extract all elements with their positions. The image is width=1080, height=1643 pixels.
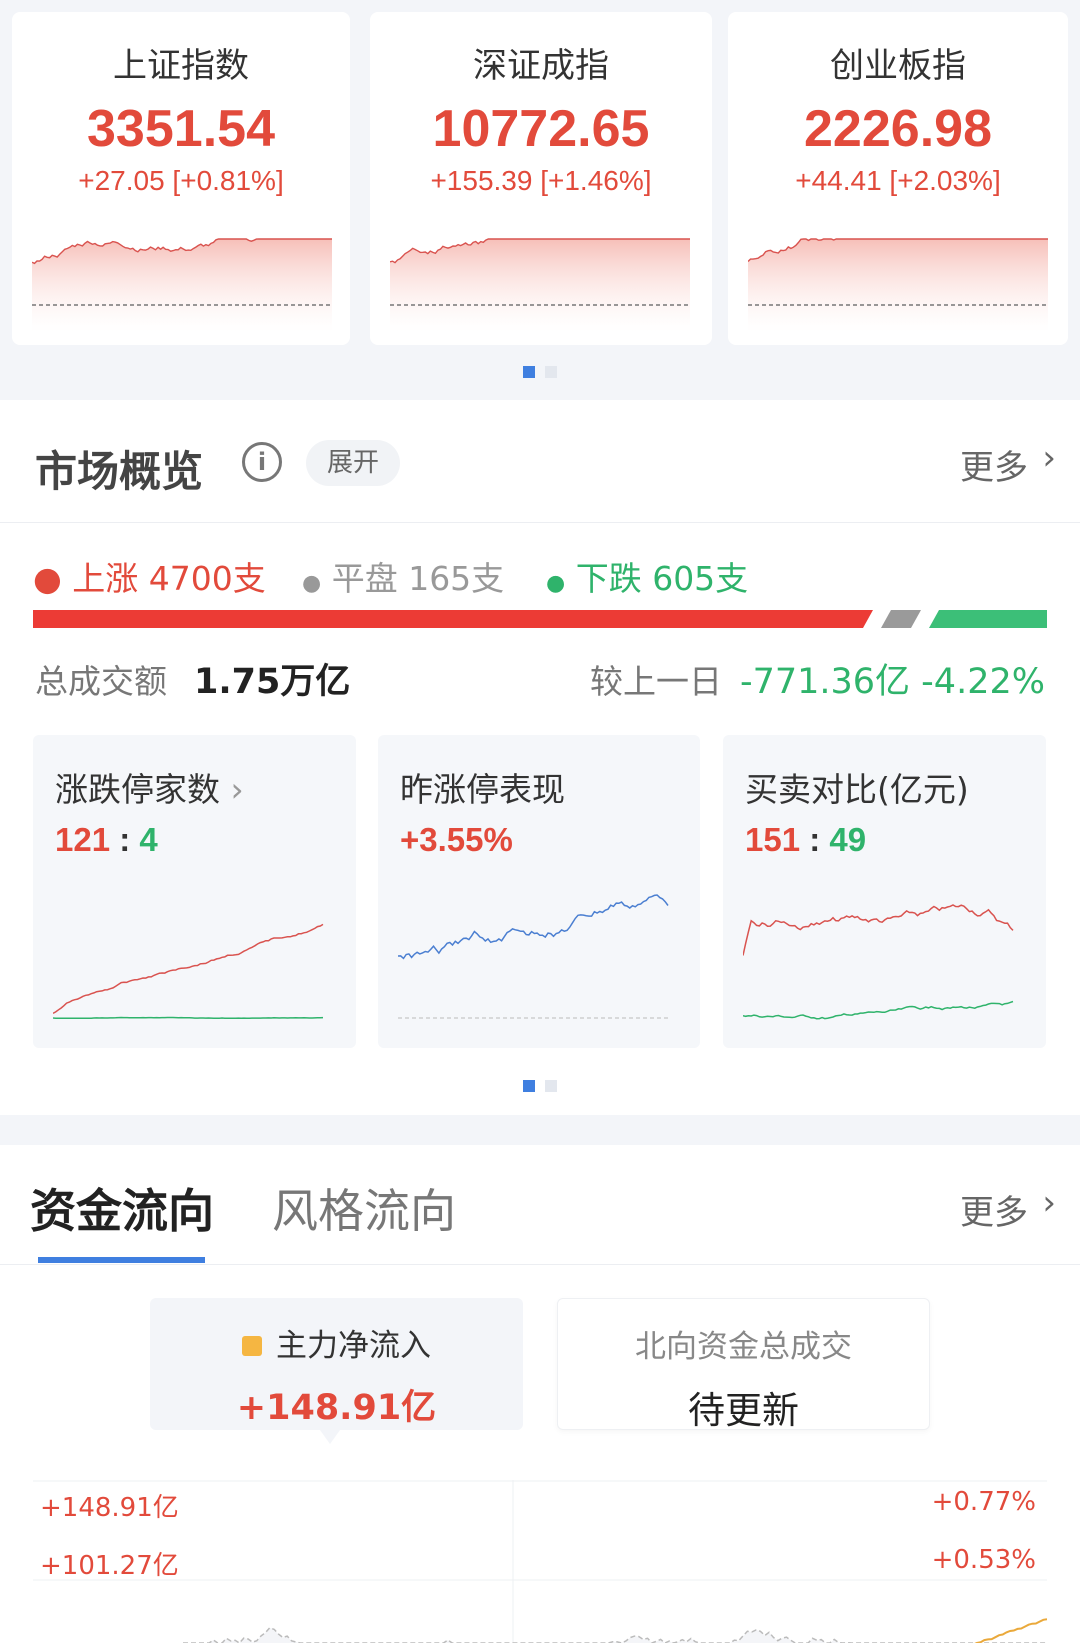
main-inflow-line [974, 1618, 1047, 1643]
fund-flow-chart [33, 1480, 1047, 1643]
sell-line [743, 1000, 1014, 1020]
northbound-value: 待更新 [688, 1389, 799, 1432]
down-limit: 4 [139, 821, 158, 858]
chevron-right-icon: › [230, 770, 244, 809]
compare-label: 较上一日 [590, 662, 722, 701]
limit-updown-card[interactable]: 涨跌停家数 › 121 : 4 [33, 735, 356, 1048]
breadth-bar [33, 610, 1047, 628]
sparkline-line [32, 238, 332, 265]
sparkline-area [748, 239, 1048, 332]
more-link[interactable]: 更多 [960, 448, 1028, 488]
northbound-box[interactable]: 北向资金总成交 待更新 [557, 1298, 930, 1432]
down-count: ● 下跌 605支 [546, 559, 749, 598]
main-inflow-box[interactable]: 主力净流入 +148.91亿 [150, 1298, 523, 1444]
down-bar [929, 610, 1047, 628]
chevron-right-icon[interactable]: › [1042, 438, 1056, 478]
tab-style-flow[interactable]: 风格流向 [272, 1184, 456, 1238]
sparkline-line [748, 238, 1048, 263]
page-dot-active[interactable] [523, 366, 535, 378]
card-value: 121 : 4 [55, 821, 158, 859]
limit-sparkline [53, 923, 324, 1020]
y-right-label-top: +0.77% [931, 1487, 1036, 1517]
index-area [183, 1627, 1047, 1643]
y-left-label-top: +148.91亿 [40, 1493, 179, 1523]
index-line [183, 1626, 1047, 1643]
separator: : [809, 821, 821, 858]
divider [0, 1264, 1080, 1265]
carousel-indicator[interactable] [0, 1080, 1080, 1092]
expand-button[interactable]: 展开 [306, 440, 400, 486]
sparkline-line [390, 238, 690, 264]
page-dot[interactable] [545, 366, 557, 378]
index-price: 2226.98 [804, 100, 992, 158]
up-limit-line [53, 923, 324, 1014]
card-title: 涨跌停家数 › [55, 763, 244, 811]
y-left-label-mid: +101.27亿 [40, 1551, 179, 1581]
index-change: +27.05 [+0.81%] [78, 165, 284, 196]
index-price: 3351.54 [87, 100, 275, 158]
legend-swatch [242, 1336, 262, 1356]
buy-value: 151 [745, 821, 801, 858]
buy-sell-card[interactable]: 买卖对比(亿元) 151 : 49 [723, 735, 1046, 1048]
index-name: 上证指数 [113, 46, 249, 86]
sell-value: 49 [829, 821, 867, 858]
index-name: 创业板指 [830, 46, 966, 86]
index-change: +155.39 [+1.46%] [430, 165, 652, 196]
index-price: 10772.65 [432, 100, 650, 158]
index-sparkline [390, 238, 690, 332]
flat-count: ● 平盘 165支 [302, 559, 505, 598]
carousel-indicator[interactable] [0, 366, 1080, 378]
card-title-text: 涨跌停家数 [55, 770, 220, 809]
card-title: 昨涨停表现 [400, 770, 565, 809]
active-tab-underline [38, 1257, 205, 1263]
main-inflow-label-text: 主力净流入 [276, 1328, 431, 1364]
section-title: 市场概览 [35, 447, 204, 496]
down-limit-line [53, 1016, 324, 1020]
performance-sparkline [398, 894, 669, 1019]
index-sparkline [748, 238, 1048, 332]
buysell-sparkline [743, 904, 1014, 1020]
yesterday-limit-card[interactable]: 昨涨停表现 +3.55% [378, 735, 700, 1048]
tab-fund-flow[interactable]: 资金流向 [30, 1184, 214, 1238]
chevron-right-icon[interactable]: › [1042, 1183, 1056, 1223]
pointer-arrow [320, 1430, 340, 1444]
up-count-text: 上涨 4700支 [72, 559, 266, 598]
index-name: 深证成指 [473, 46, 609, 86]
buy-line [743, 904, 1014, 956]
turnover-label: 总成交额 [35, 662, 167, 701]
card-value: 151 : 49 [745, 821, 866, 859]
separator: : [119, 821, 131, 858]
up-limit: 121 [55, 821, 111, 858]
sparkline-area [32, 239, 332, 332]
turnover-value: 1.75万亿 [194, 662, 351, 702]
compare-value: -771.36亿 -4.22% [739, 662, 1045, 702]
main-inflow-label: 主力净流入 [150, 1320, 523, 1365]
index-change: +44.41 [+2.03%] [795, 165, 1001, 196]
down-count-text: 下跌 605支 [575, 559, 749, 598]
northbound-label: 北向资金总成交 [635, 1329, 852, 1365]
card-title: 买卖对比(亿元) [745, 770, 969, 809]
info-icon[interactable]: i [242, 442, 282, 482]
divider [0, 522, 1080, 523]
index-card-sz[interactable]: 深证成指 10772.65 +155.39 [+1.46%] [370, 12, 712, 345]
main-inflow-value: +148.91亿 [236, 1388, 437, 1428]
performance-line [398, 894, 669, 960]
page-dot[interactable] [545, 1080, 557, 1092]
index-sparkline [32, 238, 332, 332]
flat-count-text: 平盘 165支 [331, 559, 505, 598]
page-dot-active[interactable] [523, 1080, 535, 1092]
flat-bar [881, 610, 921, 628]
card-value: +3.55% [400, 821, 513, 858]
index-card-sh[interactable]: 上证指数 3351.54 +27.05 [+0.81%] [12, 12, 350, 345]
up-count: ● 上涨 4700支 [33, 559, 266, 598]
index-card-cyb[interactable]: 创业板指 2226.98 +44.41 [+2.03%] [728, 12, 1068, 345]
more-link[interactable]: 更多 [960, 1193, 1028, 1233]
sparkline-area [390, 239, 690, 332]
y-right-label-mid: +0.53% [931, 1545, 1036, 1575]
up-bar [33, 610, 873, 628]
